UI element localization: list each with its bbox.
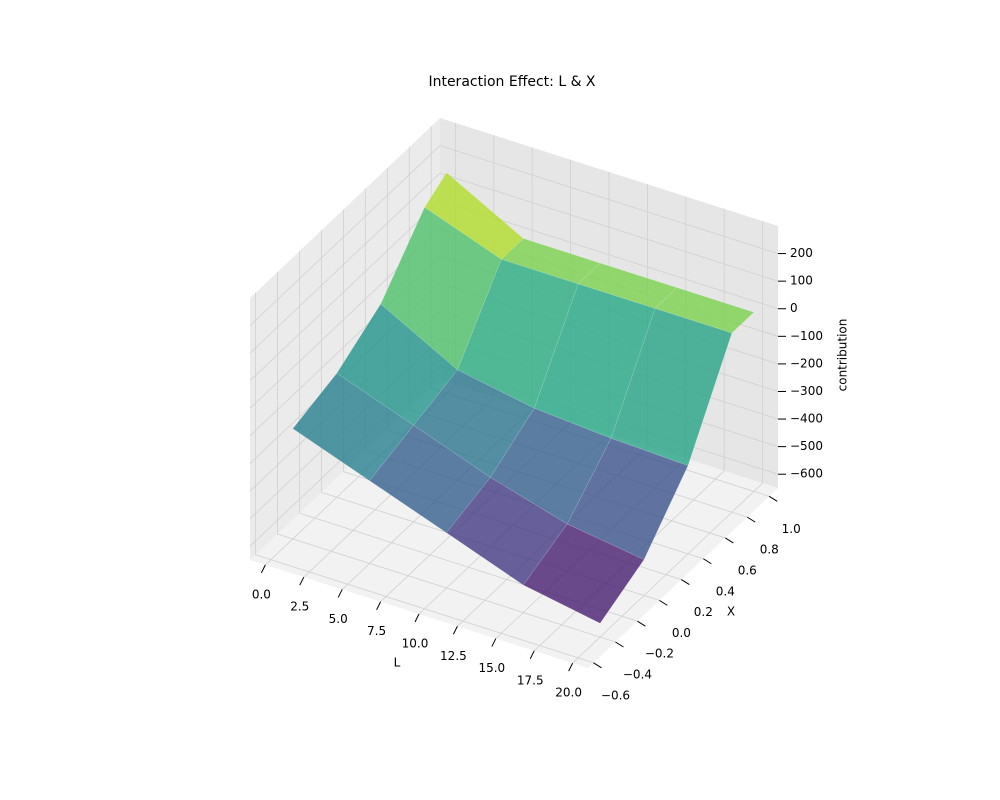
x-tick [491, 638, 497, 647]
grid-line [249, 172, 441, 354]
x-tick [337, 589, 343, 598]
y-tick [593, 662, 602, 669]
x-tick-label: 12.5 [440, 649, 467, 663]
x-axis-label: L [394, 656, 401, 670]
y-tick [725, 537, 734, 544]
chart-title: Interaction Effect: L & X [428, 74, 595, 90]
y-tick [681, 579, 690, 585]
z-tick-label: −400 [790, 412, 823, 426]
grid-line [439, 172, 779, 282]
z-tick-label: −600 [790, 467, 823, 481]
x-tick-label: 17.5 [517, 673, 544, 687]
y-tick [746, 516, 756, 523]
z-tick-label: −200 [790, 356, 823, 370]
grid-line [249, 145, 441, 326]
y-tick-label: 0.0 [672, 626, 691, 640]
x-tick [299, 576, 305, 586]
y-tick [615, 641, 624, 648]
y-tick [768, 495, 778, 502]
y-tick-label: −0.4 [623, 667, 652, 681]
x-tick [260, 564, 266, 574]
x-tick-label: 15.0 [478, 661, 505, 675]
y-axis-label: X [727, 605, 735, 619]
y-tick-label: −0.2 [645, 647, 674, 661]
x-tick-label: 5.0 [329, 612, 348, 626]
left-pane [250, 118, 440, 560]
surface-cell [522, 523, 645, 624]
grid-line [277, 533, 616, 643]
y-tick-label: 1.0 [782, 522, 801, 536]
x-tick [376, 601, 382, 610]
grid-line [439, 145, 779, 254]
z-tick-label: −100 [790, 329, 823, 343]
z-tick-label: 200 [790, 246, 813, 260]
x-tick-label: 0.0 [252, 587, 271, 601]
x-tick [452, 626, 458, 635]
grid-line [249, 200, 441, 382]
x-tick-label: 20.0 [555, 686, 582, 700]
z-tick-label: 100 [790, 274, 813, 288]
grid-line [255, 554, 594, 664]
y-tick-label: −0.6 [601, 688, 630, 702]
z-tick-label: 0 [790, 301, 798, 315]
z-tick-label: −500 [790, 439, 823, 453]
y-tick-label: 0.2 [694, 605, 713, 619]
x-tick-label: 10.0 [402, 637, 429, 651]
surface-cell [654, 287, 755, 334]
y-tick [703, 558, 712, 565]
y-tick-label: 0.8 [760, 543, 779, 557]
y-tick [637, 620, 646, 627]
y-tick-label: 0.6 [738, 563, 757, 577]
grid-line [572, 482, 763, 664]
x-tick [568, 662, 574, 672]
y-tick-label: 0.4 [716, 584, 735, 598]
x-tick [529, 650, 535, 660]
y-tick [659, 599, 668, 606]
z-tick-label: −300 [790, 384, 823, 398]
z-axis-label: contribution [836, 319, 850, 392]
x-tick [414, 613, 420, 623]
x-tick-label: 7.5 [367, 624, 386, 638]
x-tick-label: 2.5 [290, 600, 309, 614]
